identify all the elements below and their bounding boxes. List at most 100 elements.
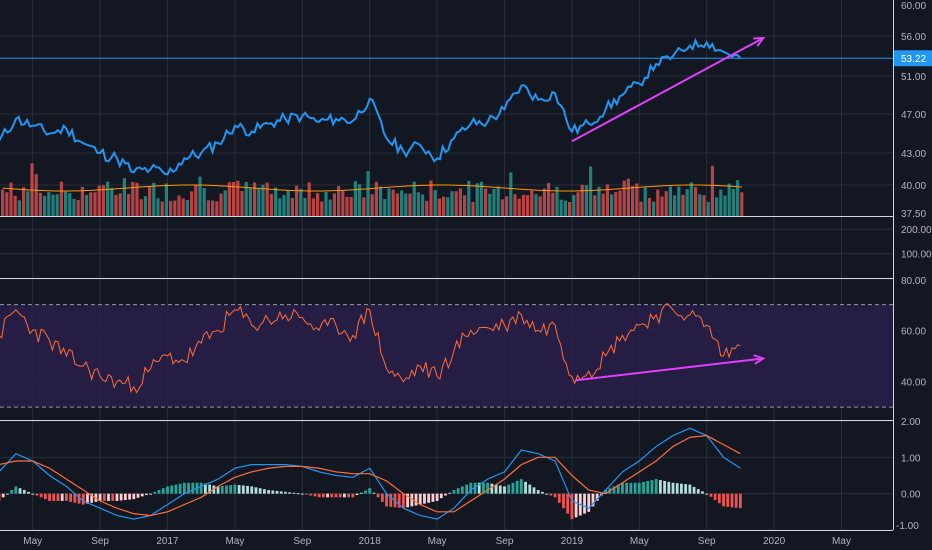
volume-bar	[131, 182, 135, 216]
macd-histogram-bar	[359, 492, 363, 494]
macd-histogram-bar	[330, 493, 334, 498]
volume-bar	[269, 193, 273, 216]
volume-bar	[484, 188, 488, 216]
volume-bar	[710, 165, 714, 216]
volume-bar	[122, 178, 126, 216]
macd-histogram-bar	[69, 493, 73, 502]
volume-bar	[139, 199, 143, 216]
rsi-trend-arrow	[575, 357, 764, 382]
series-layer	[0, 37, 893, 520]
macd-histogram-bar	[507, 484, 511, 494]
macd-histogram-bar	[671, 482, 675, 494]
macd-histogram-bar	[726, 493, 730, 507]
volume-bar	[521, 194, 525, 216]
volume-bar	[463, 195, 467, 216]
price-tick-label: 43.00	[901, 149, 926, 160]
volume-bar	[597, 186, 601, 216]
macd-histogram-bar	[553, 493, 557, 498]
time-axis-label: Sep	[698, 536, 716, 547]
macd-histogram-bar	[111, 493, 115, 501]
macd-histogram-bar	[658, 480, 662, 494]
volume-bar	[379, 186, 383, 216]
volume-bar	[391, 189, 395, 216]
time-axis-label: May	[428, 536, 447, 547]
volume-bar	[446, 197, 450, 216]
macd-histogram-bar	[625, 482, 629, 494]
volume-bar	[13, 195, 17, 216]
volume-bar	[467, 180, 471, 216]
volume-bar	[349, 196, 353, 216]
macd-histogram-bar	[60, 493, 64, 501]
macd-histogram-bar	[48, 493, 51, 501]
macd-histogram-bar	[498, 485, 502, 494]
volume-bar	[328, 199, 332, 216]
volume-bar	[395, 193, 399, 216]
volume-bar	[433, 190, 437, 216]
volume-bar	[656, 189, 660, 216]
price-tick-label: 37.50	[901, 209, 926, 220]
volume-bar	[513, 194, 517, 216]
price-tick-label: 56.00	[901, 32, 926, 43]
macd-histogram-bar	[136, 493, 140, 498]
volume-bar	[471, 201, 475, 216]
volume-bar	[589, 166, 593, 216]
time-axis-label: 2017	[156, 536, 179, 547]
macd-histogram-bar	[368, 488, 372, 494]
macd-histogram-bar	[321, 493, 325, 498]
volume-bar	[143, 196, 147, 216]
macd-histogram-bar	[460, 486, 464, 494]
volume-bar	[475, 183, 479, 216]
volume-bar	[555, 186, 559, 216]
macd-histogram-bar	[39, 493, 43, 498]
macd-histogram-bar	[65, 493, 68, 501]
volume-bar	[492, 188, 496, 216]
volume-bar	[374, 181, 378, 216]
macd-histogram-bar	[385, 493, 388, 507]
macd-histogram-bar	[739, 493, 742, 509]
macd-histogram-bar	[123, 493, 127, 501]
volume-bar	[689, 182, 693, 216]
volume-bar	[215, 201, 219, 216]
volume-bar	[5, 192, 9, 216]
volume-bar	[505, 196, 509, 216]
volume-bar	[156, 198, 160, 216]
macd-histogram-bar	[279, 491, 283, 494]
volume-bar	[664, 191, 668, 216]
macd-histogram-bar	[722, 493, 725, 507]
macd-histogram-bar	[490, 483, 494, 494]
volume-bar	[723, 195, 727, 216]
volume-bar	[576, 192, 580, 216]
macd-histogram-bar	[31, 493, 35, 495]
macd-histogram-bar	[145, 493, 148, 496]
macd-histogram-bar	[435, 493, 439, 501]
macd-histogram-bar	[258, 488, 262, 494]
macd-histogram-bar	[376, 493, 380, 498]
volume-bar	[59, 181, 63, 216]
volume-bar	[702, 195, 706, 216]
price-tick-label: 40.00	[901, 181, 926, 192]
macd-histogram-bar	[351, 493, 355, 498]
volume-bar	[652, 201, 656, 216]
volume-bar	[429, 180, 433, 216]
volume-bar	[240, 191, 244, 216]
volume-bar	[148, 186, 152, 216]
volume-bar	[274, 187, 278, 216]
macd-histogram-bar	[86, 493, 89, 504]
volume-bar	[421, 194, 425, 216]
volume-bar	[668, 186, 672, 216]
volume-bar	[177, 195, 181, 216]
volume-bar	[563, 200, 567, 216]
volume-bar	[311, 198, 315, 216]
macd-histogram-bar	[549, 493, 553, 496]
macd-histogram-bar	[557, 493, 561, 503]
time-axis-label: Sep	[293, 536, 311, 547]
volume-bar	[551, 192, 555, 216]
volume-bar	[169, 200, 173, 216]
macd-histogram-bar	[629, 482, 633, 494]
volume-bar	[72, 199, 76, 216]
volume-bar	[22, 187, 26, 216]
macd-histogram-bar	[452, 490, 456, 494]
volume-bar	[303, 198, 307, 216]
volume-bar	[181, 198, 185, 216]
